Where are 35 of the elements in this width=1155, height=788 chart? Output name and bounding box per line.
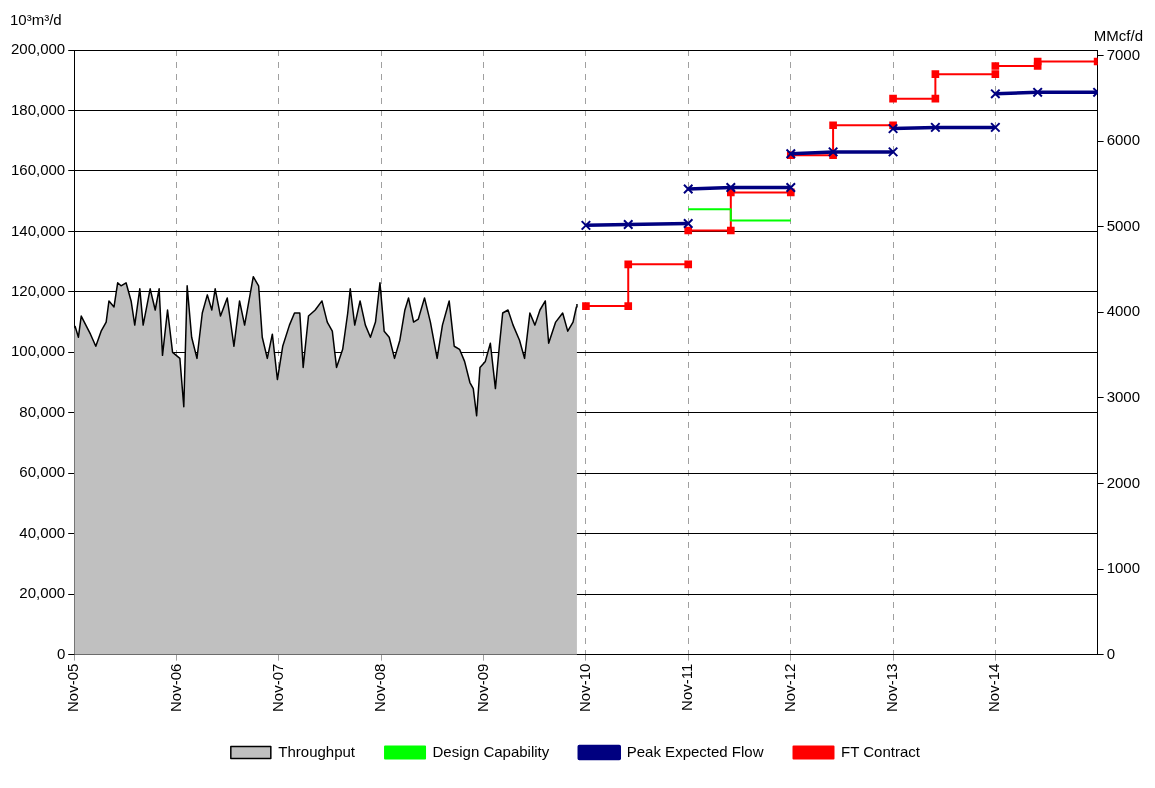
x-tick-label: Nov-11 (678, 663, 696, 711)
x-tick-label: Nov-05 (64, 663, 82, 712)
y-tick-label: 120,000 (10, 282, 66, 299)
y2-tick-label: 7000 (1106, 45, 1141, 63)
y-tick-label: 0 (56, 644, 66, 662)
legend-label: FT Contract (841, 742, 921, 760)
y2-tick-label: 4000 (1106, 302, 1141, 320)
y-tick-label: 160,000 (10, 161, 66, 179)
legend-label: Peak Expected Flow (626, 742, 764, 760)
y-tick-label: 20,000 (19, 584, 66, 602)
x-tick-label: Nov-06 (166, 663, 184, 712)
y-tick-label: 60,000 (19, 463, 66, 481)
y2-tick-label: 2000 (1106, 473, 1141, 491)
y2-tick-label: 3000 (1106, 387, 1141, 405)
x-tick-label: Nov-14 (985, 663, 1003, 712)
y2-tick-label: 6000 (1106, 131, 1141, 149)
legend-label: Throughput (278, 742, 356, 760)
x-tick-label: Nov-07 (268, 663, 286, 712)
x-tick-label: Nov-09 (473, 663, 491, 712)
y-axis-title: 10³m³/d (10, 10, 62, 28)
y-tick-label: 80,000 (19, 402, 66, 420)
legend-label: Design Capability (432, 742, 550, 760)
y-tick-label: 140,000 (10, 221, 66, 239)
x-tick-label: Nov-13 (883, 663, 901, 712)
y2-tick-label: 0 (1106, 644, 1115, 662)
y-tick-label: 40,000 (19, 523, 66, 541)
y-tick-label: 200,000 (10, 40, 66, 58)
x-tick-label: Nov-10 (576, 663, 594, 712)
y2-tick-label: 1000 (1106, 559, 1141, 577)
x-tick-label: Nov-12 (780, 663, 798, 712)
y2-axis-title: MMcf/d (1093, 26, 1143, 44)
x-tick-label: Nov-08 (371, 663, 389, 712)
y-tick-label: 180,000 (10, 100, 66, 118)
y2-tick-label: 5000 (1106, 216, 1141, 234)
y-tick-label: 100,000 (10, 342, 66, 360)
